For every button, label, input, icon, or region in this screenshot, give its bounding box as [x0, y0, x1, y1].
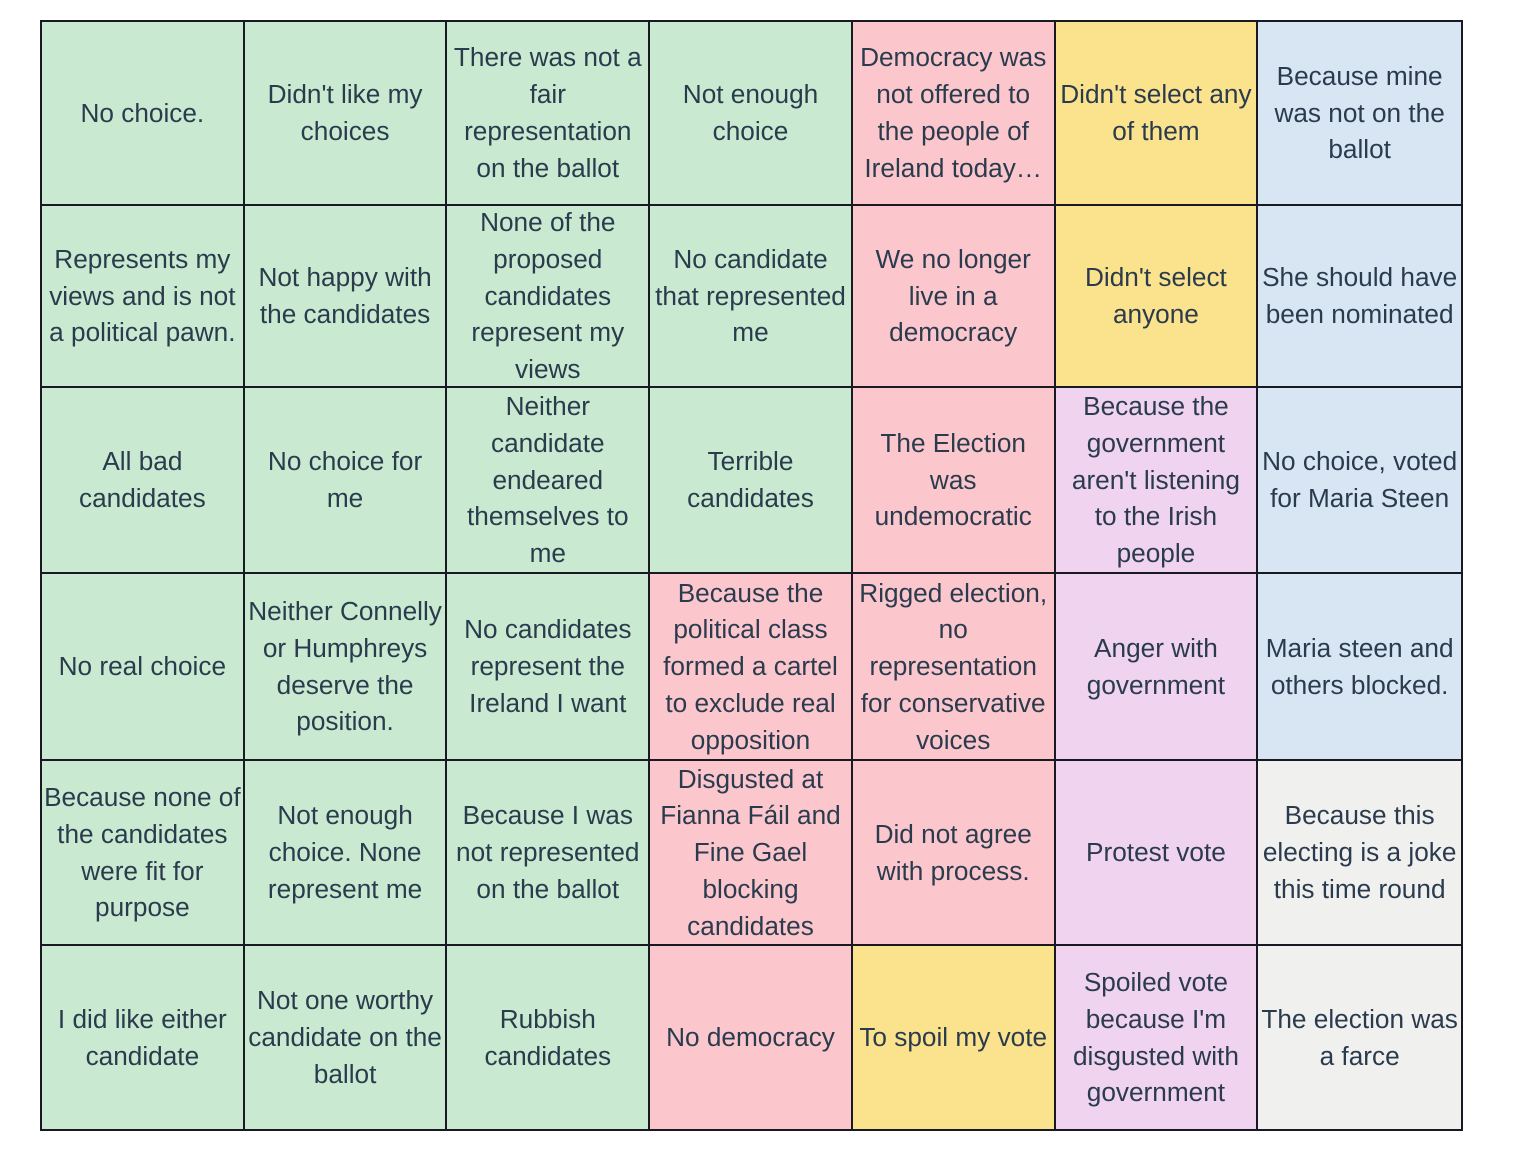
responses-table-sheet: No choice. Didn't like my choices There wa… [40, 20, 1463, 1131]
table-cell: No candidate that represented me [650, 206, 853, 388]
table-cell: The election was a farce [1258, 946, 1461, 1129]
table-cell: Neither candidate endeared themselves to… [447, 388, 651, 574]
table-cell: We no longer live in a democracy [852, 206, 1056, 388]
table-cell: Represents my views and is not a politic… [42, 206, 245, 388]
table-cell: Protest vote [1055, 761, 1259, 946]
table-cell: Because none of the candidates were fit … [42, 761, 245, 946]
table-cell: No candidates represent the Ireland I wa… [447, 574, 651, 761]
table-cell: Because mine was not on the ballot [1258, 22, 1461, 206]
table-cell: Neither Connelly or Humphreys deserve th… [244, 574, 448, 761]
table-cell: No democracy [650, 946, 853, 1129]
table-cell: Spoiled vote because I'm disgusted with … [1055, 946, 1259, 1129]
table-cell: No real choice [42, 574, 245, 761]
table-cell: Didn't select any of them [1055, 22, 1259, 206]
table-cell: I did like either candidate [42, 946, 245, 1129]
table-cell: Rubbish candidates [447, 946, 651, 1129]
table-cell: No choice, voted for Maria Steen [1258, 388, 1461, 574]
table-cell: Because I was not represented on the bal… [447, 761, 651, 946]
table-cell: Not happy with the candidates [244, 206, 448, 388]
table-cell: Terrible candidates [650, 388, 853, 574]
table-cell: Didn't like my choices [244, 22, 448, 206]
table-cell: Did not agree with process. [852, 761, 1056, 946]
table-cell: Anger with government [1055, 574, 1259, 761]
table-cell: No choice. [42, 22, 245, 206]
table-cell: Because the political class formed a car… [650, 574, 853, 761]
table-cell: Maria steen and others blocked. [1258, 574, 1461, 761]
table-cell: The Election was undemocratic [852, 388, 1056, 574]
table-cell: Not enough choice [650, 22, 853, 206]
table-cell: She should have been nominated [1258, 206, 1461, 388]
table-cell: Disgusted at Fianna Fáil and Fine Gael b… [650, 761, 853, 946]
responses-table: No choice. Didn't like my choices There wa… [40, 20, 1463, 1131]
table-cell: All bad candidates [42, 388, 245, 574]
table-cell: There was not a fair representation on t… [447, 22, 651, 206]
table-cell: Not one worthy candidate on the ballot [244, 946, 448, 1129]
table-cell: Rigged election, no representation for c… [852, 574, 1056, 761]
table-cell: Not enough choice. None represent me [244, 761, 448, 946]
table-cell: None of the proposed candidates represen… [447, 206, 651, 388]
table-cell: To spoil my vote [852, 946, 1056, 1129]
table-cell: No choice for me [244, 388, 448, 574]
table-cell: Didn't select anyone [1055, 206, 1259, 388]
table-cell: Because the government aren't listening … [1055, 388, 1259, 574]
table-cell: Democracy was not offered to the people … [852, 22, 1056, 206]
table-cell: Because this electing is a joke this tim… [1258, 761, 1461, 946]
